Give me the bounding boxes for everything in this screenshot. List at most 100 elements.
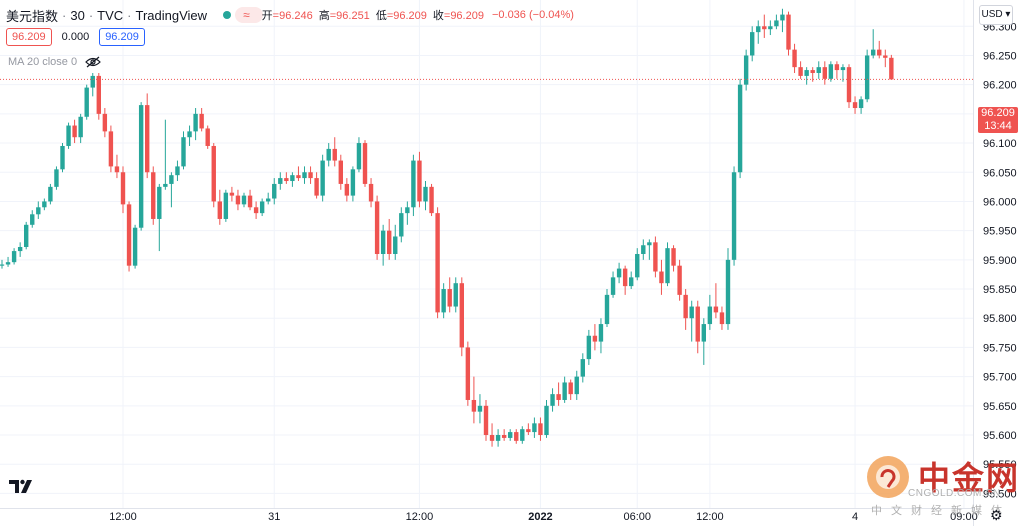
candle-body — [471, 399, 477, 412]
candle-body — [501, 435, 507, 438]
candle-body — [671, 248, 676, 266]
candle-body — [435, 213, 440, 313]
candle-body — [211, 145, 216, 202]
candle-body — [465, 347, 471, 400]
candle-body — [495, 435, 501, 441]
candle-body — [526, 429, 531, 433]
candle-body — [145, 105, 150, 173]
candle-body — [96, 75, 101, 114]
candle-body — [217, 201, 222, 219]
candle-body — [157, 186, 162, 219]
candle-body — [356, 143, 362, 170]
candle-body — [374, 201, 380, 254]
interval[interactable]: 30 — [70, 7, 85, 23]
candle-body — [792, 49, 797, 68]
candle-body — [695, 306, 700, 342]
data-source: TVC — [97, 7, 124, 23]
candle-body — [278, 178, 283, 184]
currency-button[interactable]: USD ▾ — [979, 5, 1013, 25]
candle-body — [296, 175, 301, 179]
candle-body — [641, 245, 646, 254]
y-tick-label: 95.800 — [983, 313, 1017, 325]
candle-body — [858, 99, 864, 109]
y-tick-label: 95.550 — [983, 459, 1017, 471]
candle-body — [320, 160, 325, 196]
y-tick-label: 95.750 — [983, 342, 1017, 354]
candle-body — [350, 169, 356, 196]
platform-name: TradingView — [135, 7, 208, 23]
candle-body — [701, 324, 706, 342]
candle-body — [66, 125, 71, 146]
candle-body — [247, 195, 253, 208]
candle-body — [411, 160, 416, 208]
candle-body — [737, 84, 743, 173]
candle-body — [42, 201, 47, 208]
candle-body — [556, 394, 561, 400]
candle-body — [259, 201, 265, 214]
chart-legend: 美元指数 · 30 · TVC · TradingView ≈ 开=96.246… — [6, 7, 574, 24]
candle-body — [768, 26, 773, 30]
candle-body — [828, 64, 834, 79]
candle-body — [568, 382, 573, 395]
candle-body — [659, 271, 664, 284]
x-tick-label: 4 — [852, 511, 858, 523]
tradingview-logo-icon[interactable] — [8, 476, 34, 496]
candle-body — [48, 186, 53, 202]
low-value: 低=96.209 — [375, 10, 427, 22]
high-value: 高=96.251 — [318, 10, 370, 22]
x-tick-label: 2022 — [528, 511, 552, 523]
candle-body — [36, 207, 41, 215]
buy-button[interactable]: 96.209 — [99, 28, 145, 46]
candle-body — [586, 335, 592, 360]
watermark-subtitle: 中文财经新媒体 — [871, 505, 1011, 517]
candle-body — [629, 277, 634, 287]
watermark-title: 中金网 — [918, 460, 1021, 496]
open-value: 开=96.246 — [261, 10, 313, 22]
x-tick-label: 31 — [268, 511, 280, 523]
y-tick-label: 95.500 — [983, 488, 1017, 500]
candle-body — [544, 405, 549, 436]
candle-body — [483, 405, 489, 436]
x-tick-label: 12:00 — [406, 511, 434, 523]
close-value: 收=96.209 — [432, 10, 484, 22]
candle-body — [580, 359, 585, 377]
symbol-name[interactable]: 美元指数 — [6, 8, 59, 24]
indicator-legend[interactable]: MA 20 close 0 — [8, 56, 101, 68]
candle-body — [163, 183, 168, 187]
eye-off-icon[interactable] — [85, 56, 101, 68]
candle-body — [604, 294, 610, 325]
candle-body — [816, 67, 821, 73]
candle-body — [132, 227, 138, 266]
candle-body — [417, 160, 422, 202]
spread-value: 0.000 — [61, 31, 90, 43]
candle-body — [284, 178, 289, 182]
candle-body — [459, 283, 464, 348]
y-tick-label: 95.850 — [983, 284, 1017, 296]
watermark-url: CNGOLD.COM.CN — [908, 488, 1001, 499]
candle-body — [126, 204, 132, 266]
candle-body — [665, 248, 670, 284]
settings-gear-icon[interactable]: ⚙ — [990, 507, 1003, 523]
candle-body — [405, 207, 410, 214]
y-tick-label: 95.600 — [983, 430, 1017, 442]
candle-body — [508, 432, 513, 438]
wave-icon[interactable]: ≈ — [243, 8, 250, 22]
candle-body — [750, 32, 755, 56]
candle-body — [108, 131, 114, 167]
candle-body — [677, 265, 682, 295]
candle-body — [707, 306, 713, 325]
candle-body — [810, 70, 815, 73]
candle-body — [616, 268, 622, 278]
candle-body — [883, 55, 888, 58]
candle-body — [5, 262, 11, 265]
candle-body — [380, 230, 386, 254]
candle-body — [368, 183, 374, 202]
candle-body — [199, 113, 204, 129]
candle-body — [846, 67, 852, 103]
candle-body — [223, 192, 229, 219]
x-tick-label: 12:00 — [109, 511, 137, 523]
sell-button[interactable]: 96.209 — [6, 28, 52, 46]
candle-body — [840, 67, 846, 71]
candle-body — [852, 102, 858, 109]
